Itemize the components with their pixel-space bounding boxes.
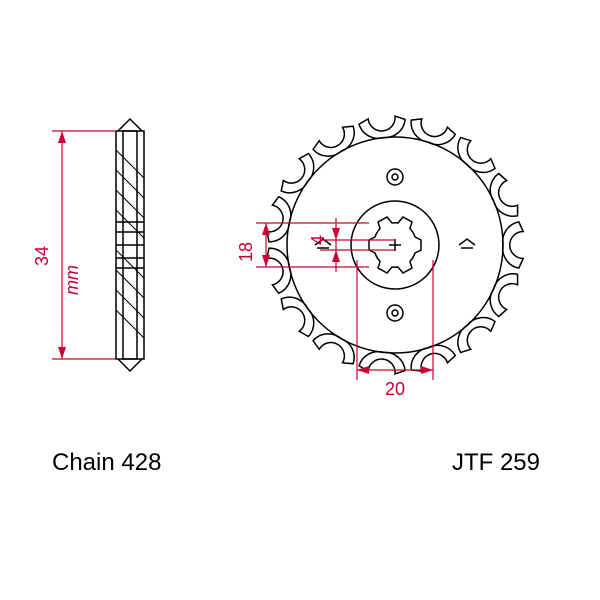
dim-width-value: 34 bbox=[32, 246, 52, 266]
side-profile bbox=[116, 119, 144, 371]
sprocket-front bbox=[265, 115, 523, 375]
technical-drawing: 34 mm bbox=[0, 0, 600, 600]
logo-mark-right bbox=[459, 239, 475, 248]
dimension-bore: 18 bbox=[236, 223, 369, 267]
chain-label: Chain 428 bbox=[52, 449, 161, 476]
dimension-width: 34 mm bbox=[32, 131, 116, 359]
part-number: JTF 259 bbox=[452, 449, 540, 476]
dim-bore-value: 18 bbox=[236, 242, 256, 262]
dim-spacing-value: 20 bbox=[385, 379, 405, 399]
dim-width-unit: mm bbox=[62, 265, 82, 295]
dim-bolt-value: 4 bbox=[308, 235, 328, 245]
